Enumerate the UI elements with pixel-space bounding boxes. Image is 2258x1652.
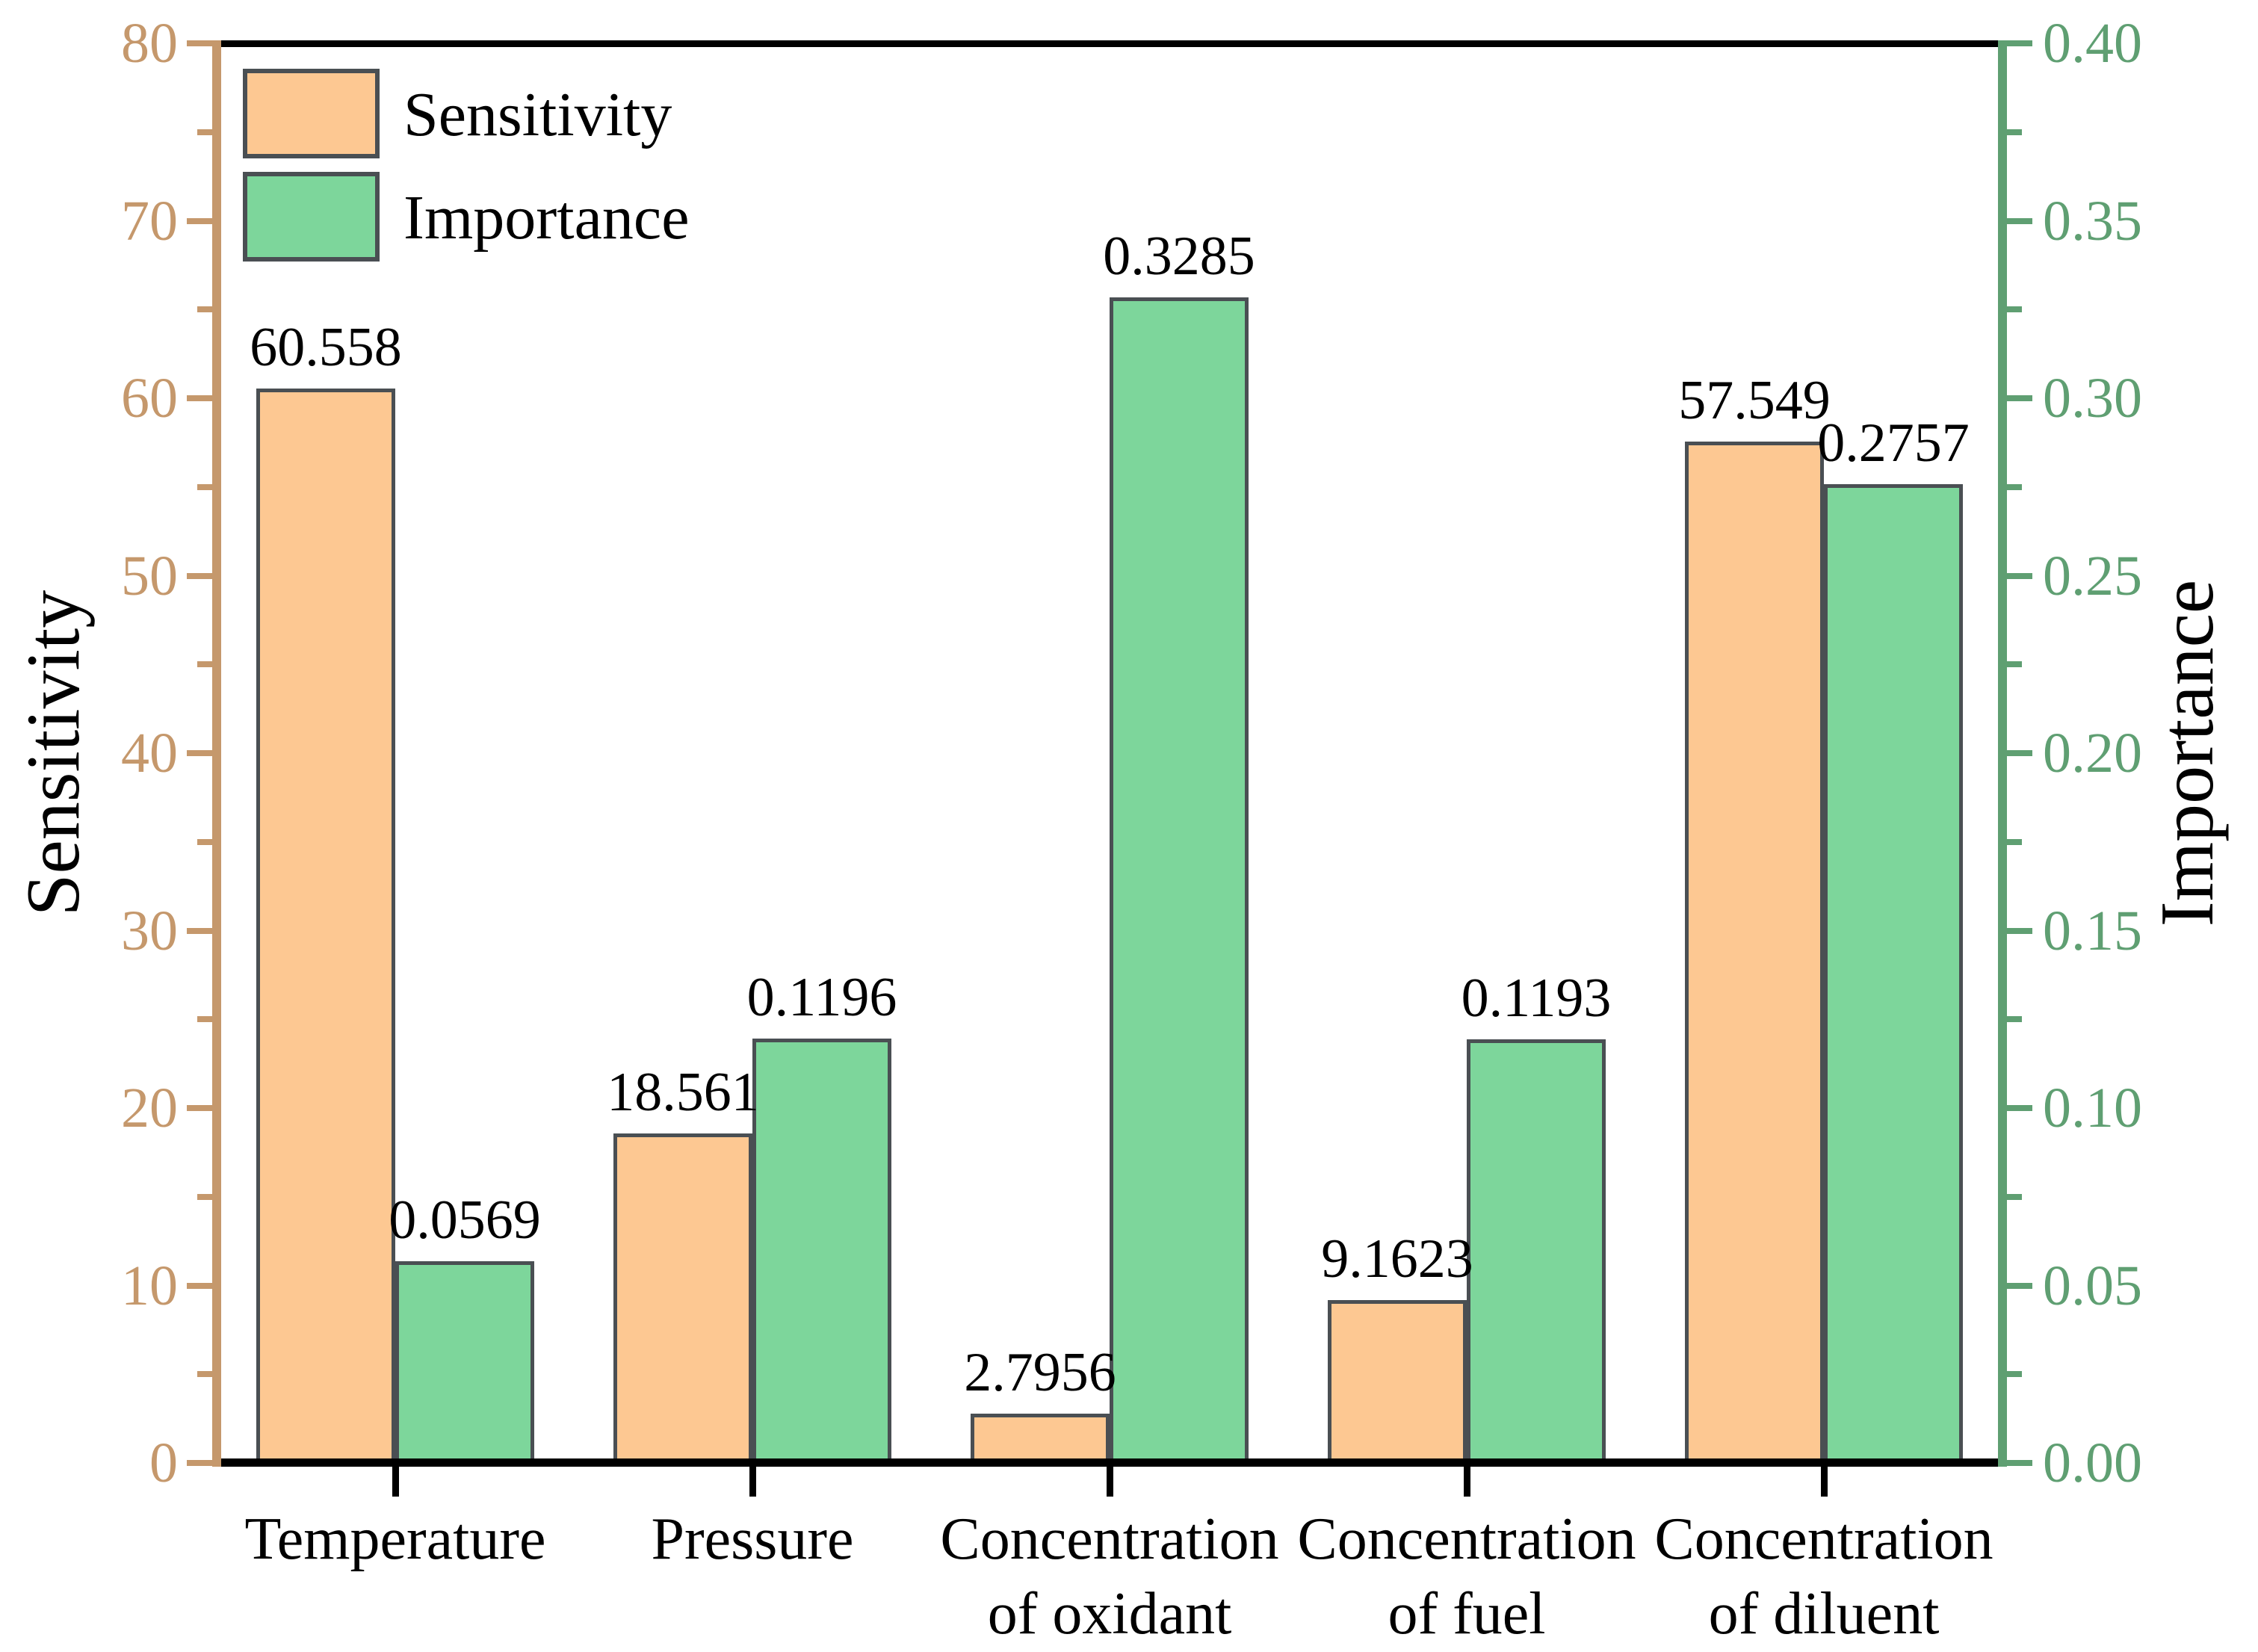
left-major-tick [187,1105,212,1111]
bar-value-importance-3: 0.1193 [1461,968,1612,1030]
left-tick-label: 60 [121,367,178,430]
bar-value-sensitivity-3: 9.1623 [1321,1228,1473,1290]
right-major-tick [2007,1460,2032,1466]
left-tick-label: 80 [121,12,178,75]
legend-label-importance: Importance [403,183,690,253]
x-tick-1 [749,1467,756,1497]
left-tick-label: 10 [121,1254,178,1317]
right-axis-title: Importance [2145,579,2230,927]
bar-importance-0 [395,1260,534,1463]
bar-importance-2 [1110,297,1249,1463]
right-minor-tick [2007,1193,2022,1200]
right-major-tick [2007,40,2032,46]
bar-importance-1 [752,1038,891,1463]
x-category-label-0: Temperature [244,1506,546,1572]
left-major-tick [187,572,212,579]
left-tick-label: 40 [121,722,178,785]
left-minor-tick [197,661,212,668]
bar-sensitivity-1 [613,1133,752,1463]
right-minor-tick [2007,1371,2022,1378]
legend-swatch-sensitivity [243,69,380,158]
right-minor-tick [2007,1016,2022,1023]
bar-value-sensitivity-4: 57.549 [1678,370,1831,432]
right-minor-tick [2007,838,2022,845]
right-minor-tick [2007,483,2022,490]
bar-sensitivity-3 [1328,1300,1467,1463]
right-tick-label: 0.25 [2043,544,2142,607]
left-tick-label: 50 [121,544,178,607]
legend-swatch-importance [243,172,380,262]
left-tick-label: 30 [121,899,178,962]
x-tick-4 [1821,1467,1828,1497]
x-category-label-3: Concentration of fuel [1297,1506,1636,1647]
bar-value-importance-0: 0.0569 [389,1189,541,1251]
left-tick-label: 70 [121,189,178,253]
right-major-tick [2007,572,2032,579]
left-major-tick [187,1282,212,1289]
left-major-tick [187,217,212,224]
bar-value-importance-2: 0.3285 [1103,225,1255,287]
right-axis-line [1998,40,2007,1467]
bar-value-sensitivity-0: 60.558 [250,316,402,378]
bar-importance-4 [1824,484,1963,1463]
x-category-label-2: Concentration of oxidant [940,1506,1279,1647]
right-tick-label: 0.40 [2043,12,2142,75]
bar-value-sensitivity-2: 2.7956 [964,1341,1116,1403]
left-tick-label: 0 [149,1432,178,1494]
x-category-label-1: Pressure [651,1506,854,1572]
right-major-tick [2007,927,2032,934]
left-minor-tick [197,1371,212,1378]
bar-sensitivity-4 [1685,442,1824,1463]
right-tick-label: 0.35 [2043,189,2142,253]
left-major-tick [187,1460,212,1466]
plot-bottom-frame [212,1458,2007,1467]
right-tick-label: 0.00 [2043,1432,2142,1494]
bar-value-importance-1: 0.1196 [746,966,897,1028]
right-tick-label: 0.20 [2043,722,2142,785]
right-major-tick [2007,1282,2032,1289]
x-tick-3 [1464,1467,1470,1497]
right-major-tick [2007,395,2032,401]
left-major-tick [187,927,212,934]
left-major-tick [187,395,212,401]
bar-importance-3 [1467,1039,1606,1463]
left-minor-tick [197,838,212,845]
bar-sensitivity-0 [256,388,395,1463]
right-tick-label: 0.15 [2043,899,2142,962]
left-major-tick [187,750,212,756]
left-minor-tick [197,306,212,313]
right-tick-label: 0.10 [2043,1077,2142,1139]
legend-label-sensitivity: Sensitivity [403,80,672,149]
bar-value-importance-4: 0.2757 [1817,412,1970,474]
right-major-tick [2007,750,2032,756]
bar-sensitivity-2 [971,1413,1110,1463]
left-minor-tick [197,1016,212,1023]
right-minor-tick [2007,661,2022,668]
x-tick-2 [1107,1467,1113,1497]
left-major-tick [187,40,212,46]
right-minor-tick [2007,306,2022,313]
right-tick-label: 0.30 [2043,367,2142,430]
left-minor-tick [197,129,212,135]
x-tick-0 [392,1467,399,1497]
left-tick-label: 20 [121,1077,178,1139]
right-minor-tick [2007,129,2022,135]
right-tick-label: 0.05 [2043,1254,2142,1317]
left-minor-tick [197,483,212,490]
right-major-tick [2007,1105,2032,1111]
left-axis-line [212,40,221,1467]
left-minor-tick [197,1193,212,1200]
bar-value-sensitivity-1: 18.561 [607,1062,759,1124]
plot-top-frame [217,40,2002,47]
right-major-tick [2007,217,2032,224]
x-category-label-4: Concentration of diluent [1654,1506,1993,1647]
